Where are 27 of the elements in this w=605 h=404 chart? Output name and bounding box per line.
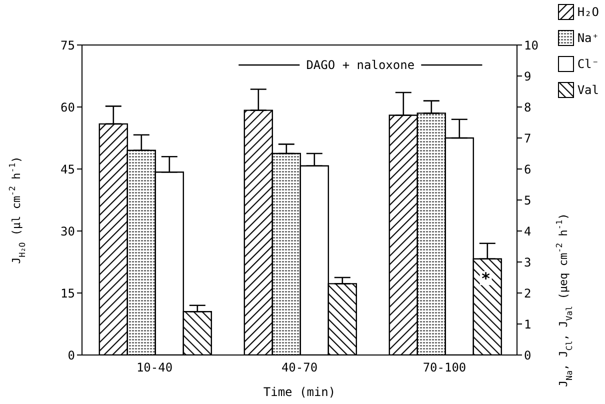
x-tick-label: 70-100 — [422, 360, 466, 375]
y-tick-label: 30 — [60, 224, 75, 238]
y2-tick-label: 0 — [524, 348, 532, 362]
y-tick-label: 0 — [68, 348, 75, 362]
x-tick-label: 40-70 — [281, 360, 318, 375]
y2-tick-label: 2 — [524, 286, 532, 300]
annotation: * — [481, 269, 491, 288]
y2-tick-label: 6 — [524, 162, 532, 176]
y-tick-label: 75 — [60, 38, 75, 52]
x-axis-title: Time (min) — [263, 385, 336, 399]
y2-tick-label: 8 — [524, 100, 532, 114]
legend-label: Val — [577, 83, 599, 97]
x-tick-label: 10-40 — [136, 360, 173, 375]
y-tick-label: 15 — [60, 286, 75, 300]
y2-tick-label: 7 — [524, 131, 532, 146]
y-tick-label: 60 — [60, 100, 75, 114]
y2-tick-label: 5 — [524, 193, 532, 208]
y2-tick-label: 3 — [524, 255, 532, 270]
annotation: DAGO + naloxone — [306, 58, 415, 72]
y2-tick-label: 10 — [524, 38, 538, 52]
y-tick-label: 45 — [60, 162, 75, 176]
legend-label: Cl⁻ — [577, 57, 599, 71]
legend-label: Na⁺ — [577, 31, 599, 45]
y2-tick-label: 1 — [524, 317, 532, 332]
y2-tick-label: 4 — [524, 224, 532, 238]
y2-tick-label: 9 — [524, 69, 532, 84]
legend-label: H₂O — [577, 5, 599, 19]
